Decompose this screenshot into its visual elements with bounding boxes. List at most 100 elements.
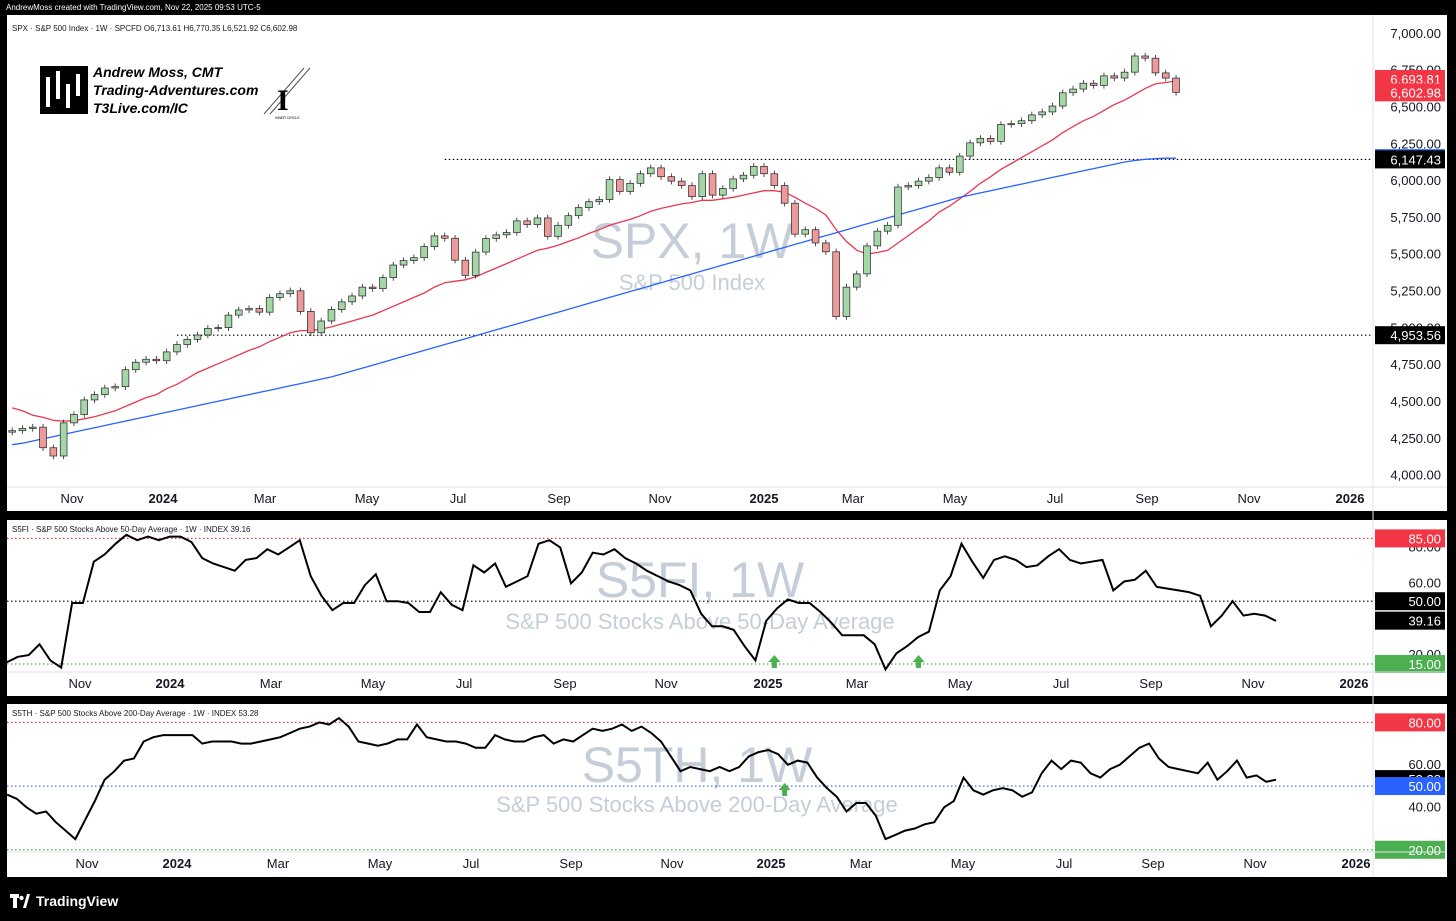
candle-up [80,399,88,415]
y-axis-tick-label: 5,250.00 [1390,284,1441,299]
candle-up [605,179,614,200]
price-label-text: 50.00 [1408,594,1441,609]
seal-text: INNER CIRCLE [275,116,300,120]
y-axis-tick-label: 60.00 [1408,575,1441,590]
candle-down [152,358,161,362]
y-axis-tick-label: 6,250.00 [1390,136,1441,151]
x-axis-tick-label: Nov [60,491,84,506]
candle-down [1151,57,1160,74]
candle-up [502,232,511,236]
y-axis-tick-label: 60.00 [1408,757,1441,772]
x-axis-tick-label: Mar [254,491,277,506]
candle-up [358,286,367,297]
candle-up [492,234,501,239]
candle-up [420,246,428,259]
x-axis-tick-label: Nov [654,676,678,691]
price-label-text: 85.00 [1408,531,1441,546]
candle-up [162,351,171,362]
y-axis-tick-label: 4,250.00 [1390,431,1441,446]
candle-up [513,220,521,233]
price-label-box [1375,592,1445,611]
candle-down [677,180,686,186]
x-axis-tick-label: Mar [846,676,869,691]
candle-up [90,394,99,401]
x-axis-tick-label: May [948,676,973,691]
x-axis-tick-label: Jul [450,491,467,506]
candle-up [1038,111,1046,116]
y-axis-tick-label: 6,000.00 [1390,173,1441,188]
candle-up [636,173,645,184]
x-axis-tick-label: Nov [1237,491,1261,506]
x-axis-tick-label: 2024 [156,676,186,691]
price-label-box [1375,611,1445,630]
s5fi-panel[interactable] [7,520,1447,695]
x-axis-tick-label: Mar [260,676,283,691]
candle-up [564,215,573,226]
candle-up [873,230,882,247]
candle-up [1131,55,1139,73]
x-axis-tick-label: Nov [648,491,672,506]
price-panel[interactable] [7,15,1447,487]
price-label-box [1375,83,1445,102]
price-label-text: 15.00 [1408,657,1441,672]
x-axis-tick-label: 2025 [750,491,779,506]
candle-down [811,229,820,244]
price-label-box [1375,529,1445,548]
candle-up [533,217,542,225]
candle-down [451,237,459,261]
y-axis-tick-label: 7,000.00 [1390,26,1441,41]
candle-up [132,361,140,371]
y-axis-tick-label: 5,750.00 [1390,210,1441,225]
price-label-text: 80.00 [1408,715,1441,730]
candle-down [986,138,995,142]
candle-up [554,224,562,237]
x-axis-tick-label: Sep [559,856,582,871]
candle-up [914,180,923,186]
green-up-arrow-icon [778,783,791,796]
candle-up [276,293,284,298]
s5fi-time-axis[interactable] [7,672,1447,696]
y-axis-tick-label: 40.00 [1408,799,1441,814]
x-axis-tick-label: 2026 [1336,491,1365,506]
candle-up [111,386,119,389]
y-axis-tick-label: 4,750.00 [1390,357,1441,372]
tradingview-logo-icon [10,894,30,908]
price-label-box [1375,150,1445,169]
price-label-text: 6,602.98 [1390,85,1441,100]
candle-up [224,314,233,328]
author-name: Andrew Moss, CMT [92,64,224,80]
candle-up [204,328,212,336]
tradingview-brand[interactable]: TradingView [10,892,118,910]
price-time-axis[interactable] [7,487,1447,511]
candle-up [1017,120,1026,125]
candle-up [327,309,336,322]
candle-up [379,277,387,289]
author-site: Trading-Adventures.com [93,82,258,98]
candle-up [183,339,192,345]
candle-down [688,185,696,197]
x-axis-tick-label: Jul [463,856,480,871]
candle-up [101,387,109,395]
watermark-title: SPX, 1W [591,213,795,269]
candle-up [399,260,408,266]
x-axis-tick-label: Nov [68,676,92,691]
x-axis-tick-label: Nov [75,856,99,871]
chart-caption: AndrewMoss created with TradingView.com,… [6,3,261,12]
candle-up [863,245,871,275]
candle-up [646,167,655,175]
candle-up [265,297,274,313]
x-axis-tick-label: Nov [660,856,684,871]
s5th-time-axis[interactable] [7,852,1447,877]
x-axis-tick-label: Sep [1135,491,1158,506]
candle-down [708,173,717,196]
candle-up [18,428,27,432]
candle-up [801,229,809,235]
candle-up [997,124,1005,142]
price-label-text: 6,147.43 [1390,152,1441,167]
candle-up [739,174,748,180]
candle-up [976,138,985,144]
y-axis-tick-label: 4,000.00 [1390,468,1441,483]
candle-up [955,155,964,173]
candle-down [255,308,264,313]
s5th-panel[interactable] [7,704,1447,877]
